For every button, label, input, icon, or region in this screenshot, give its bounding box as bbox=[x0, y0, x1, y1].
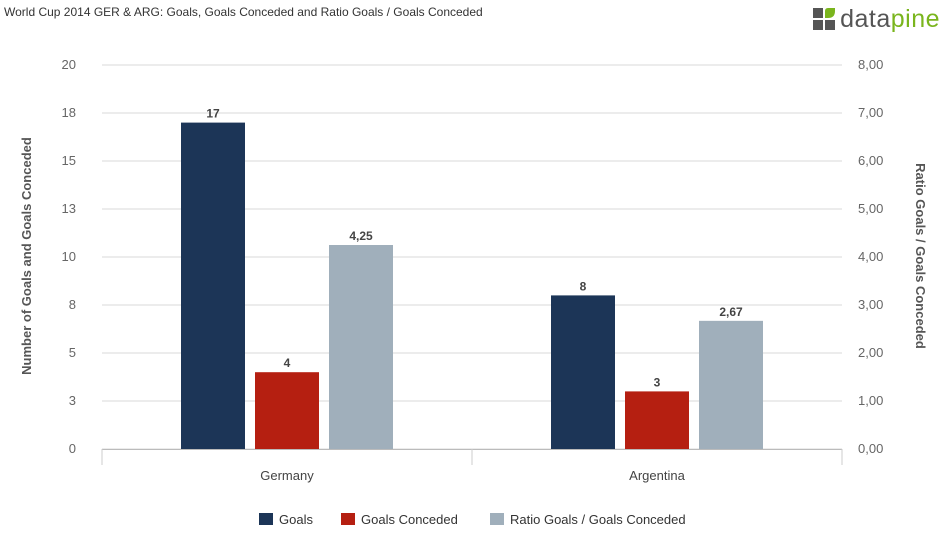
y-tick-label: 20 bbox=[62, 57, 76, 72]
left-axis-ticks: 0 3 5 8 10 13 15 18 20 bbox=[62, 57, 76, 456]
bar bbox=[625, 391, 689, 449]
data-label: 17 bbox=[206, 107, 220, 121]
logo-squares-icon bbox=[813, 8, 836, 30]
y2-tick-label: 0,00 bbox=[858, 441, 883, 456]
legend-swatch bbox=[259, 513, 273, 525]
legend-label: Goals Conceded bbox=[361, 512, 458, 527]
y2-tick-label: 4,00 bbox=[858, 249, 883, 264]
y-tick-label: 8 bbox=[69, 297, 76, 312]
category-label: Germany bbox=[260, 468, 314, 483]
y2-tick-label: 2,00 bbox=[858, 345, 883, 360]
y2-tick-label: 5,00 bbox=[858, 201, 883, 216]
y2-tick-label: 7,00 bbox=[858, 105, 883, 120]
y-tick-label: 13 bbox=[62, 201, 76, 216]
y2-tick-label: 6,00 bbox=[858, 153, 883, 168]
data-label: 4,25 bbox=[349, 229, 373, 243]
data-label: 2,67 bbox=[719, 305, 743, 319]
y2-tick-label: 3,00 bbox=[858, 297, 883, 312]
legend-label: Ratio Goals / Goals Conceded bbox=[510, 512, 686, 527]
y2-tick-label: 1,00 bbox=[858, 393, 883, 408]
y-tick-label: 3 bbox=[69, 393, 76, 408]
y-tick-label: 18 bbox=[62, 105, 76, 120]
data-label: 8 bbox=[580, 279, 587, 293]
y-tick-label: 0 bbox=[69, 441, 76, 456]
y-tick-label: 10 bbox=[62, 249, 76, 264]
datapine-logo: datapine bbox=[813, 5, 940, 33]
bar bbox=[699, 320, 763, 449]
data-label: 3 bbox=[654, 375, 661, 389]
logo-text: datapine bbox=[840, 5, 940, 34]
y-tick-label: 5 bbox=[69, 345, 76, 360]
legend: Goals Goals Conceded Ratio Goals / Goals C… bbox=[259, 512, 686, 527]
chart-title: World Cup 2014 GER & ARG: Goals, Goals C… bbox=[4, 5, 483, 19]
data-label: 4 bbox=[284, 356, 291, 370]
logo-text-main: data bbox=[840, 4, 891, 33]
bar bbox=[329, 245, 393, 449]
right-axis-ticks: 0,00 1,00 2,00 3,00 4,00 5,00 6,00 7,00 8,00 bbox=[858, 57, 883, 456]
y2-axis-title: Ratio Goals / Goals Conceded bbox=[913, 163, 928, 349]
data-labels: 17 4 4,25 8 3 2,67 bbox=[206, 107, 743, 390]
x-axis: Germany Argentina bbox=[101, 449, 843, 483]
category-label: Argentina bbox=[629, 468, 685, 483]
bars bbox=[181, 122, 763, 449]
y-tick-label: 15 bbox=[62, 153, 76, 168]
logo-text-accent: pine bbox=[890, 4, 940, 33]
legend-swatch bbox=[341, 513, 355, 525]
y-axis-title: Number of Goals and Goals Conceded bbox=[19, 137, 34, 375]
y2-tick-label: 8,00 bbox=[858, 57, 883, 72]
legend-label: Goals bbox=[279, 512, 313, 527]
logo-leaf-icon bbox=[825, 8, 836, 18]
bar bbox=[181, 122, 245, 449]
bar bbox=[255, 372, 319, 449]
legend-swatch bbox=[490, 513, 504, 525]
bar bbox=[551, 295, 615, 449]
